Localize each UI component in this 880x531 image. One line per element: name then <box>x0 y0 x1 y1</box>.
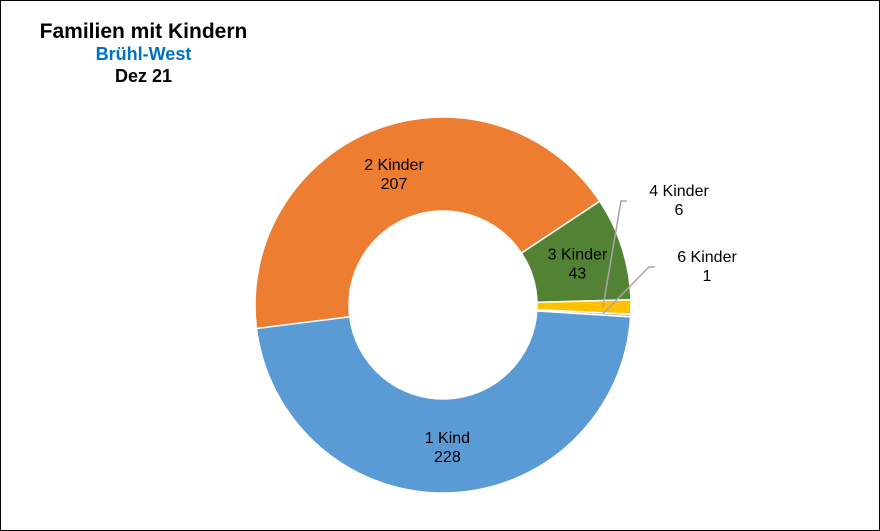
donut-slices <box>254 116 632 494</box>
leader-line-4-kinder <box>602 200 627 307</box>
chart-title: Familien mit Kindern <box>39 20 248 43</box>
chart-date: Dez 21 <box>114 65 173 86</box>
data-label-1-kind: 1 Kind 228 <box>425 430 470 466</box>
slice-labels: 1 Kind 228 2 Kinder 207 3 Kinder 43 4 Kinder 6 6… <box>364 157 737 466</box>
data-label-2-kinder: 2 Kinder 207 <box>364 157 424 193</box>
slice-6-kinder <box>536 308 632 318</box>
slice-1-kind <box>255 310 632 494</box>
data-label-6-kinder: 6 Kinder 1 <box>677 249 737 285</box>
data-label-3-kinder: 3 Kinder 43 <box>548 246 608 282</box>
leader-line-6-kinder <box>602 266 655 315</box>
data-label-4-kinder: 4 Kinder 6 <box>649 183 709 219</box>
leader-lines <box>602 200 655 315</box>
title-block: Familien mit Kindern Brühl-West Dez 21 <box>11 19 276 87</box>
slice-2-kinder <box>254 116 601 330</box>
chart-subtitle: Brühl-West <box>95 44 192 65</box>
